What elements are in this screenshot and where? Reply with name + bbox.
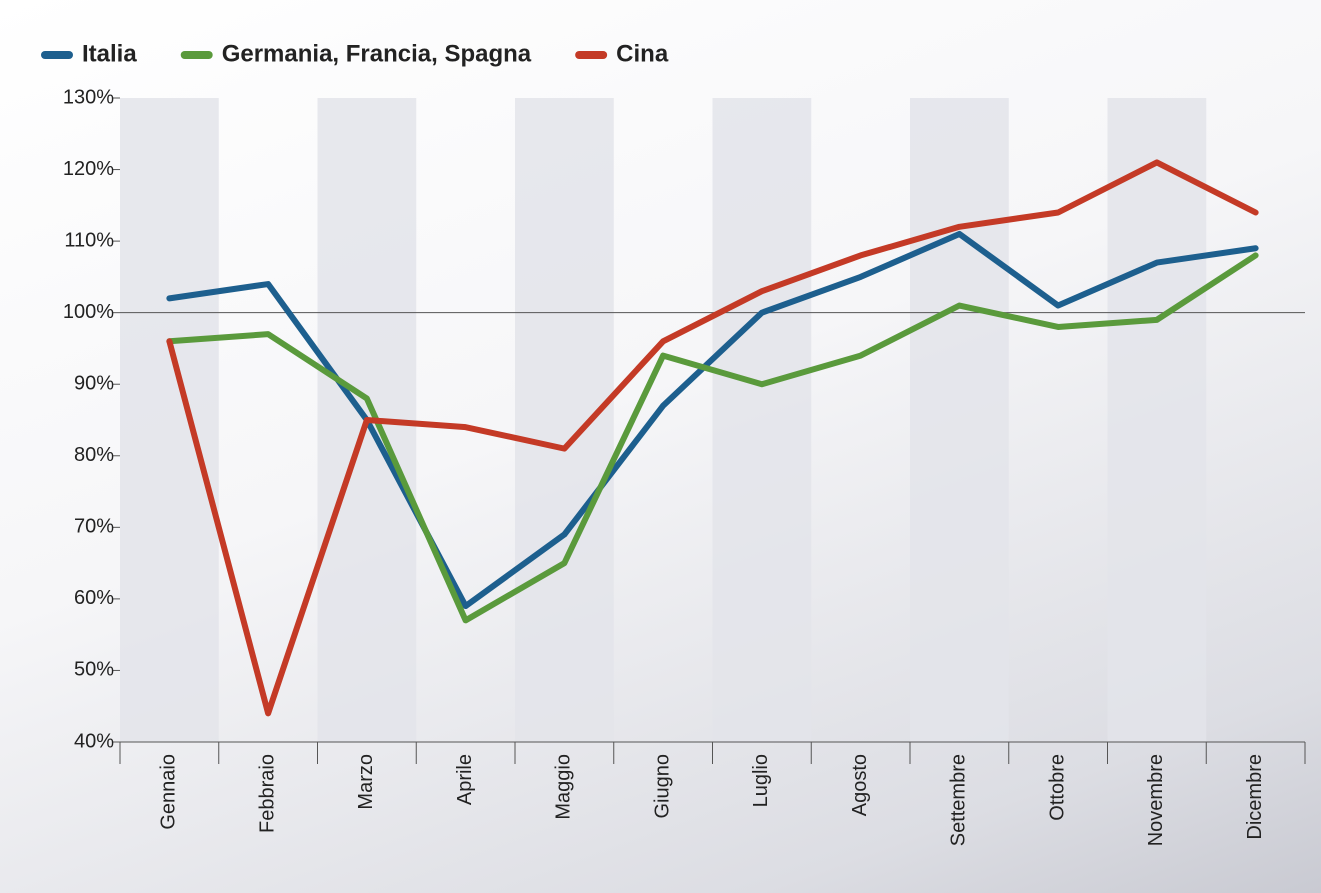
series-line: [166, 230, 1259, 610]
x-tick-label: Novembre: [1145, 754, 1167, 846]
y-tick-label: 70%: [74, 516, 114, 538]
column-band: [1107, 98, 1207, 742]
x-tick-label: Ottobre: [1046, 754, 1068, 821]
legend-text: Italia: [82, 40, 137, 67]
column-band: [120, 98, 219, 742]
column-band: [910, 98, 1009, 742]
x-tick-label: Settembre: [948, 754, 970, 846]
column-band: [515, 98, 614, 742]
y-tick-label: 50%: [74, 659, 114, 681]
legend-text: Cina: [616, 40, 669, 67]
x-tick-label: Marzo: [355, 754, 377, 810]
legend-item: Cina: [575, 40, 669, 67]
x-tick-label: Gennaio: [158, 754, 180, 830]
x-tick-label: Aprile: [454, 754, 476, 805]
x-tick-label: Dicembre: [1244, 754, 1266, 840]
y-tick-label: 60%: [74, 587, 114, 609]
y-tick-label: 90%: [74, 373, 114, 395]
column-band: [712, 98, 812, 742]
y-tick-label: 100%: [63, 301, 114, 323]
legend-item: Germania, Francia, Spagna: [180, 40, 532, 67]
x-tick-label: Giugno: [651, 754, 673, 819]
series-line: [166, 252, 1259, 624]
y-tick-label: 130%: [63, 86, 114, 108]
x-tick-label: Agosto: [849, 754, 871, 816]
legend-text: Germania, Francia, Spagna: [222, 40, 532, 67]
x-tick-label: Luglio: [750, 754, 772, 807]
legend-item: Italia: [41, 40, 137, 67]
x-tick-label: Febbraio: [256, 754, 278, 833]
y-tick-label: 120%: [63, 158, 114, 180]
x-tick-label: Maggio: [553, 754, 575, 820]
y-tick-label: 110%: [64, 229, 114, 251]
y-tick-label: 40%: [74, 730, 114, 752]
series-line: [166, 159, 1259, 717]
y-tick-label: 80%: [74, 444, 114, 466]
